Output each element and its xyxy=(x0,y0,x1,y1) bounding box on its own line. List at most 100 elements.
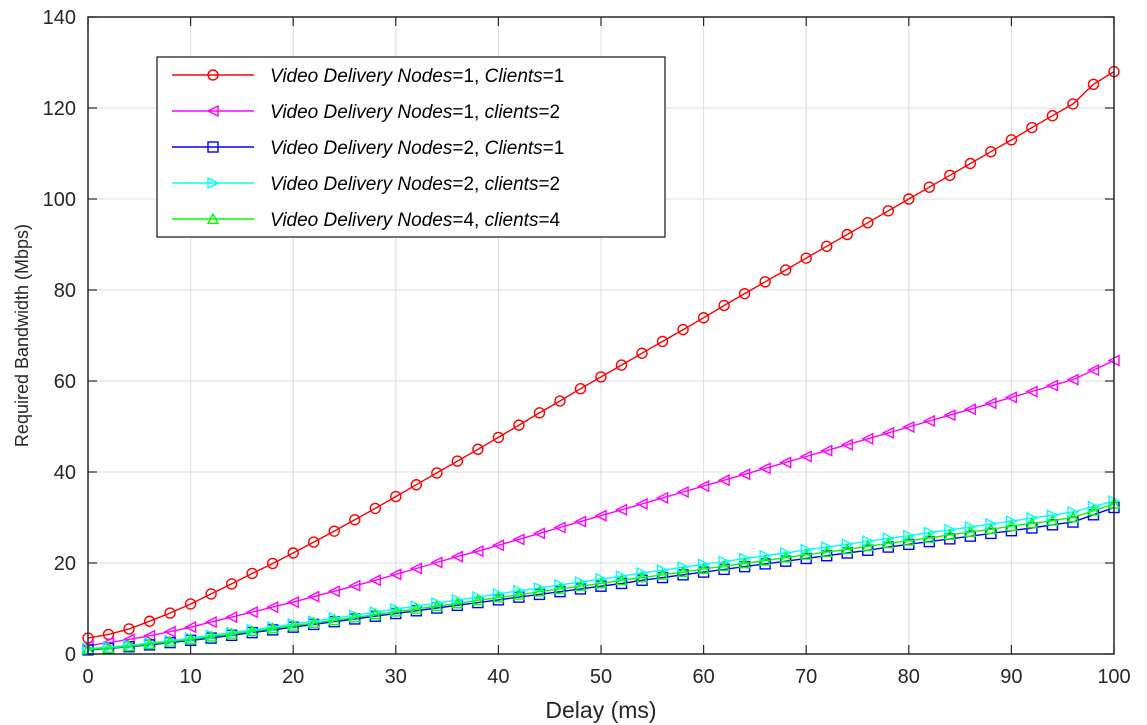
series-2-point xyxy=(984,397,997,410)
series-5-point xyxy=(779,551,792,563)
series-2-point xyxy=(532,527,546,540)
series-1-point xyxy=(656,335,669,348)
series-2-point xyxy=(779,456,792,469)
x-tick-label: 30 xyxy=(385,666,407,688)
series-2-point xyxy=(758,462,771,475)
series-1-point xyxy=(410,479,423,491)
series-1-point xyxy=(841,228,853,241)
series-2-point xyxy=(799,450,812,463)
series-1-point xyxy=(882,205,894,217)
series-1-point xyxy=(246,567,258,580)
series-1-point xyxy=(903,193,915,205)
series-2-point xyxy=(266,601,279,614)
series-5-point xyxy=(287,619,300,631)
y-tick-label: 40 xyxy=(54,462,76,484)
legend-item: Video Delivery Nodes=1, clients=2 xyxy=(172,102,560,123)
series-1-point xyxy=(225,578,238,590)
series-5-point xyxy=(102,641,115,654)
series-4-point xyxy=(615,570,629,583)
series-4-point xyxy=(944,523,957,536)
series-2-point xyxy=(184,621,197,634)
series-2-point xyxy=(204,616,217,629)
series-5-point xyxy=(348,611,361,623)
series-1-point xyxy=(800,252,812,264)
series-group xyxy=(81,65,1121,656)
series-2-point xyxy=(553,521,566,534)
series-4-point xyxy=(718,555,731,568)
series-1-point xyxy=(164,607,176,619)
legend-label: Video Delivery Nodes=4, clients=4 xyxy=(270,210,561,231)
series-1-point xyxy=(677,323,689,336)
series-5-point xyxy=(717,559,731,572)
series-5-point xyxy=(245,624,259,637)
series-2-point xyxy=(738,468,751,481)
series-5-point xyxy=(758,554,772,566)
series-1-point xyxy=(123,623,135,635)
series-1-point xyxy=(492,431,505,444)
series-1-point xyxy=(513,419,525,431)
series-2-point xyxy=(943,408,956,422)
series-1-line xyxy=(87,71,1115,639)
series-2-point xyxy=(1045,379,1059,392)
series-4-point xyxy=(1005,515,1018,528)
series-2-point xyxy=(1066,373,1079,386)
series-1-point xyxy=(779,264,792,276)
series-2-point xyxy=(286,595,299,609)
series-1-point xyxy=(554,395,566,407)
series-1-point xyxy=(143,615,156,627)
series-4-point xyxy=(759,549,772,562)
series-5-point xyxy=(964,525,977,538)
series-1-point xyxy=(923,181,936,193)
series-5-point xyxy=(163,635,177,647)
series-2-point xyxy=(409,562,423,575)
series-1-point xyxy=(697,312,710,324)
series-5-point xyxy=(676,565,690,578)
series-2-point xyxy=(881,426,894,440)
series-2-point xyxy=(963,403,977,416)
series-5-point xyxy=(451,597,464,609)
x-tick-label: 0 xyxy=(82,666,93,688)
series-4-point xyxy=(574,575,588,589)
legend-label: Video Delivery Nodes=2, Clients=1 xyxy=(270,138,564,159)
series-2-point xyxy=(245,606,258,619)
series-4-point xyxy=(697,558,711,571)
series-4-point xyxy=(636,566,649,580)
x-axis-label: Delay (ms) xyxy=(545,697,656,723)
x-tick-label: 90 xyxy=(1000,666,1022,688)
series-4-point xyxy=(1067,505,1080,519)
series-1-point xyxy=(1005,134,1018,146)
series-1-point xyxy=(1026,121,1038,134)
series-1-point xyxy=(184,598,197,610)
y-tick-label: 140 xyxy=(43,7,76,29)
series-1-point xyxy=(718,299,730,312)
series-4-point xyxy=(862,535,875,548)
series-4-point xyxy=(513,584,526,597)
x-tick-label: 100 xyxy=(1097,666,1130,688)
y-tick-label: 60 xyxy=(54,371,76,393)
series-4-point xyxy=(1046,509,1060,522)
series-5-point xyxy=(861,539,874,552)
legend-label: Video Delivery Nodes=1, Clients=1 xyxy=(270,66,564,87)
series-2-point xyxy=(676,485,689,499)
series-5-point xyxy=(122,639,136,652)
y-tick-label: 120 xyxy=(43,98,76,120)
series-5-point xyxy=(1066,511,1080,523)
series-5-point xyxy=(369,607,382,620)
series-2-point xyxy=(389,568,402,581)
series-4-point xyxy=(1026,511,1039,525)
series-2-point xyxy=(450,550,464,563)
series-5-point xyxy=(820,545,833,558)
series-2-point xyxy=(573,515,587,528)
series-5-point xyxy=(204,630,218,642)
x-tick-label: 40 xyxy=(487,666,509,688)
legend-label: Video Delivery Nodes=2, clients=2 xyxy=(270,174,560,195)
series-1-point xyxy=(944,169,956,182)
series-1-point xyxy=(1087,78,1100,91)
series-1-point xyxy=(595,371,607,383)
x-tick-label: 80 xyxy=(898,666,920,688)
series-1-point xyxy=(390,490,402,503)
series-4-point xyxy=(738,552,752,565)
series-2-point xyxy=(163,625,176,638)
